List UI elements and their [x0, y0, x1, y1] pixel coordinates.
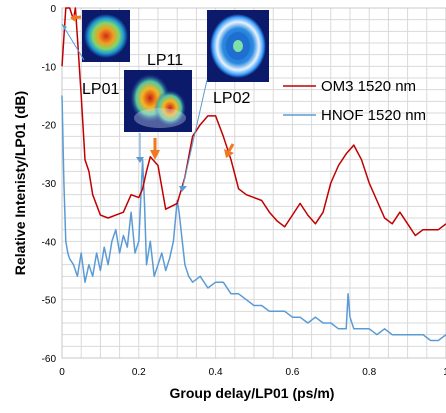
x-tick-label: 0.8 — [362, 367, 376, 378]
annotation-lp02: LP02 — [213, 90, 250, 107]
x-tick-label: 1 — [443, 367, 446, 378]
x-tick-label: 0.6 — [285, 367, 299, 378]
legend: OM3 1520 nm HNOF 1520 nm — [283, 78, 426, 124]
series-layer — [61, 7, 446, 342]
series-line-hnof — [61, 95, 446, 342]
y-tick-label: -10 — [42, 62, 57, 73]
legend-label-om3: OM3 1520 nm — [321, 78, 416, 95]
x-tick-labels: 0 0.2 0.4 0.6 0.8 1 — [59, 367, 446, 378]
series-line-om3 — [61, 7, 446, 237]
x-tick-label: 0.2 — [132, 367, 146, 378]
x-tick-label: 0.4 — [209, 367, 223, 378]
x-tick-label: 0 — [59, 367, 65, 378]
y-tick-label: -20 — [42, 121, 57, 132]
y-tick-label: -50 — [42, 296, 57, 307]
y-tick-label: -30 — [42, 179, 57, 190]
y-tick-label: 0 — [50, 4, 56, 15]
annotation-lp01: LP01 — [82, 81, 119, 98]
lp01-mode-image — [82, 10, 130, 62]
legend-label-hnof: HNOF 1520 nm — [321, 107, 426, 124]
y-tick-labels: 0 -10 -20 -30 -40 -50 -60 — [42, 4, 57, 365]
y-tick-label: -40 — [42, 237, 57, 248]
y-tick-label: -60 — [42, 354, 57, 365]
lp11-mode-image — [124, 70, 192, 132]
y-axis-label: Relative Intenisty/LP01 (dB) — [12, 91, 28, 275]
annotation-lp11: LP11 — [147, 52, 183, 69]
x-axis-label: Group delay/LP01 (ps/m) — [170, 385, 335, 401]
plot-frame — [61, 7, 446, 359]
annotation-arrows — [61, 14, 235, 192]
lp02-mode-image — [207, 10, 269, 82]
